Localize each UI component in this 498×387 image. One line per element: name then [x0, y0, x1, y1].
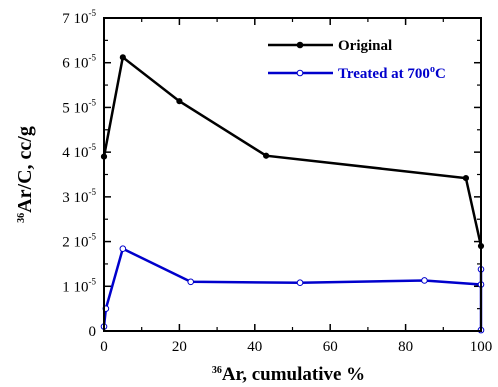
- legend-marker-treated: [296, 69, 304, 77]
- y-tick-label: 2 10-5: [62, 232, 96, 251]
- y-tick-exponent: -5: [89, 97, 97, 107]
- y-tick-exponent: -5: [89, 276, 97, 286]
- y-tick-mantissa: 6 10: [62, 56, 88, 72]
- y-tick-label: 3 10-5: [62, 187, 96, 206]
- legend-label-treated-degree: o: [430, 64, 435, 75]
- y-axis-label-main: Ar/C, cc/g: [14, 126, 36, 213]
- legend-marker-original: [296, 41, 304, 49]
- x-axis-label: 36Ar, cumulative %: [212, 364, 365, 385]
- series-line-0: [102, 55, 483, 247]
- y-tick-label: 7 10-5: [62, 8, 96, 27]
- y-tick-exponent: -5: [89, 232, 97, 242]
- legend-label-treated-unit: C: [435, 66, 446, 82]
- series-line-1: [102, 246, 483, 331]
- data-point-1: [119, 245, 127, 253]
- x-axis-label-sup: 36: [212, 365, 222, 376]
- y-axis-label: 36Ar/C, cc/g: [14, 126, 36, 223]
- data-point-0: [119, 54, 126, 61]
- y-tick-label: 0: [89, 324, 97, 340]
- x-tick-label: 100: [470, 339, 493, 355]
- y-tick-exponent: -5: [89, 142, 97, 152]
- data-point-1: [187, 278, 195, 286]
- y-tick-mantissa: 1 10: [62, 279, 88, 295]
- data-point-0: [462, 174, 470, 182]
- y-tick-mantissa: 4 10: [62, 145, 88, 161]
- y-tick-mantissa: 7 10: [62, 11, 88, 27]
- x-axis-label-main: Ar, cumulative %: [222, 364, 365, 385]
- legend-label-treated-main: Treated at 700: [338, 66, 430, 82]
- y-tick-label: 4 10-5: [62, 142, 96, 161]
- data-point-0: [176, 98, 183, 105]
- x-tick-label: 20: [172, 339, 187, 355]
- legend: Original Treated at 700oC: [268, 38, 446, 82]
- x-tick-label: 0: [100, 339, 108, 355]
- x-tick-label: 80: [398, 339, 413, 355]
- y-tick-mantissa: 5 10: [62, 100, 88, 116]
- x-tick-label: 40: [247, 339, 262, 355]
- data-point-1: [421, 277, 428, 284]
- y-tick-label: 5 10-5: [62, 97, 96, 116]
- data-point-0: [263, 152, 270, 159]
- x-tick-label: 60: [323, 339, 338, 355]
- y-tick-mantissa: 2 10: [62, 235, 88, 251]
- y-tick-label: 1 10-5: [62, 276, 96, 295]
- y-tick-mantissa: 3 10: [62, 190, 88, 206]
- plot-frame: [103, 17, 482, 332]
- y-tick-exponent: -5: [89, 8, 97, 18]
- y-tick-exponent: -5: [89, 187, 97, 197]
- legend-label-treated: Treated at 700oC: [338, 64, 446, 82]
- y-tick-exponent: -5: [89, 53, 97, 63]
- y-axis-label-sup: 36: [16, 213, 27, 223]
- data-point-1: [296, 279, 304, 287]
- y-tick-label: 6 10-5: [62, 53, 96, 72]
- legend-label-original: Original: [338, 38, 392, 54]
- y-tick-mantissa: 0: [89, 324, 97, 340]
- series-layer: [100, 54, 485, 334]
